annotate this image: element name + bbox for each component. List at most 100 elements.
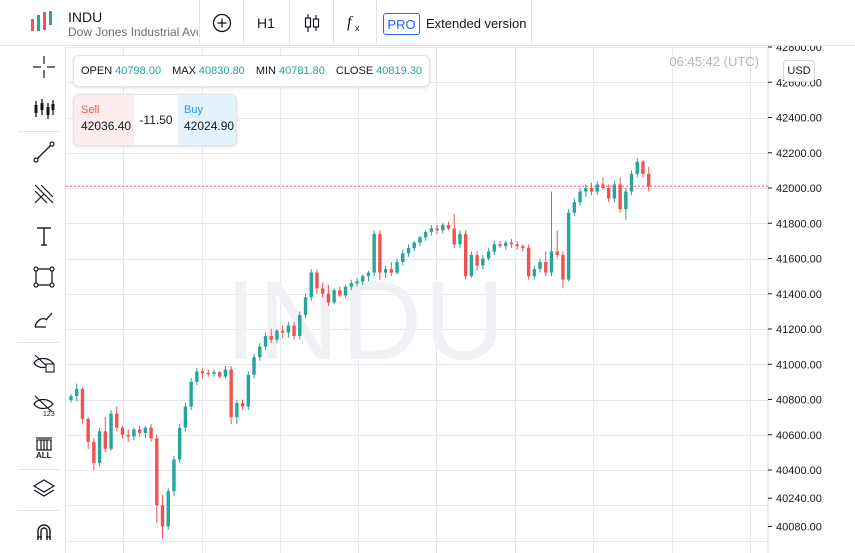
hide-labels-text: 123 [43,411,55,417]
bar-pattern-tool-button[interactable] [26,91,62,127]
buy-button[interactable]: Buy 42024.90 [178,95,236,145]
candle-body [120,427,125,435]
rectangle-tool-button[interactable] [26,259,62,295]
max-value: 40830.80 [198,65,245,77]
pro-badge[interactable]: PRO [383,13,420,35]
plus-circle-icon [212,13,232,33]
delete-all-button[interactable]: ALL [26,429,62,465]
candle-body [206,373,210,375]
price-axis-label: 40600.00 [776,430,822,442]
drawing-toolbar: 123 ALL [0,46,66,553]
chart-type-button[interactable] [294,0,330,46]
divider [289,0,290,46]
fork-tool-button[interactable] [26,176,62,212]
candle-body [126,434,130,437]
candle-body [606,188,611,199]
candle-body [492,244,496,252]
hide-drawings-icon [33,354,55,373]
svg-text:f: f [347,14,354,31]
extended-version-link[interactable]: Extended version [426,16,527,31]
candle-body [544,262,548,273]
candle-body [286,325,291,333]
candle-body [406,247,411,254]
candle-body [561,254,565,280]
price-axis-label: 41400.00 [776,289,822,301]
candle-body [458,233,462,245]
close-label: CLOSE [335,65,374,77]
crosshair-tool-button[interactable] [26,49,62,85]
add-symbol-button[interactable] [205,0,239,46]
timeframe-button[interactable]: H1 [247,0,285,46]
candle-body [75,388,79,396]
candle-body [149,427,153,439]
candle-body [412,242,416,248]
hide-labels-icon: 123 [33,395,55,417]
candle-body [383,269,388,273]
brush-tool-button[interactable] [26,302,62,338]
candle-body [589,188,594,192]
price-axis-label: 42400.00 [776,113,822,125]
layers-button[interactable] [26,471,62,507]
candle-body [515,244,519,247]
candle-body [332,290,336,303]
fx-icon: f x [347,14,360,33]
candle-body [258,346,262,358]
candle-body [624,191,628,210]
candle-body [338,290,342,296]
candle-body [378,233,382,273]
candle-body [109,413,113,449]
hide-labels-button[interactable]: 123 [26,387,62,423]
symbol-watermark: INDU [225,258,507,383]
open-label: OPEN [81,65,113,77]
hide-drawings-button[interactable] [26,345,62,381]
price-axis-label: 41600.00 [776,254,822,266]
candle-body [475,254,479,266]
magnet-button[interactable] [26,514,62,550]
candle-body [172,459,176,492]
candle-body [343,286,348,296]
candles-group [69,158,651,539]
price-chart[interactable]: INDU 42800.0042600.0042400.0042200.00420… [66,46,855,553]
close-value: 40819.30 [376,65,423,77]
candle-body [177,427,182,460]
text-tool-button[interactable] [26,218,62,254]
candle-body [549,251,554,273]
chart-area[interactable]: INDU 42800.00 42600.00 42400.00 42200.00 420… [66,46,855,553]
candle-body [143,427,148,433]
candle-body [401,253,405,263]
candle-body [372,233,376,273]
price-axis-label: 42800.00 [776,46,822,54]
price-axis-label: 40240.00 [776,493,822,505]
divider [531,0,532,46]
candle-body [355,281,359,284]
min-value: 40781.80 [278,65,325,77]
indicators-button[interactable]: f x [338,0,372,46]
candle-body [103,431,108,449]
candle-body [504,242,508,247]
candle-body [115,413,119,428]
price-axis-label: 40400.00 [776,465,822,477]
candle-body [189,381,193,407]
candle-body [509,242,514,245]
candle-body [275,330,279,340]
price-axis-label: 42000.00 [776,183,822,195]
price-axis[interactable]: 42800.0042600.0042400.0042200.0042000.00… [768,46,822,533]
trend-line-tool-button[interactable] [26,134,62,170]
candle-body [240,403,245,407]
sell-button[interactable]: Sell 42036.40 [74,95,134,145]
candle-body [309,272,313,298]
candle-body [647,173,651,187]
currency-button[interactable]: USD [783,60,815,82]
divider [18,469,60,470]
candle-body [595,184,599,192]
price-axis-label: 40080.00 [776,521,822,533]
bar-pattern-icon [34,99,55,119]
price-axis-label: 42200.00 [776,148,822,160]
trend-line-icon [33,141,55,163]
candle-body [635,161,639,174]
divider [18,131,60,132]
symbol-name[interactable]: INDU [68,9,103,25]
fork-icon [34,184,54,204]
candle-body [498,244,502,247]
